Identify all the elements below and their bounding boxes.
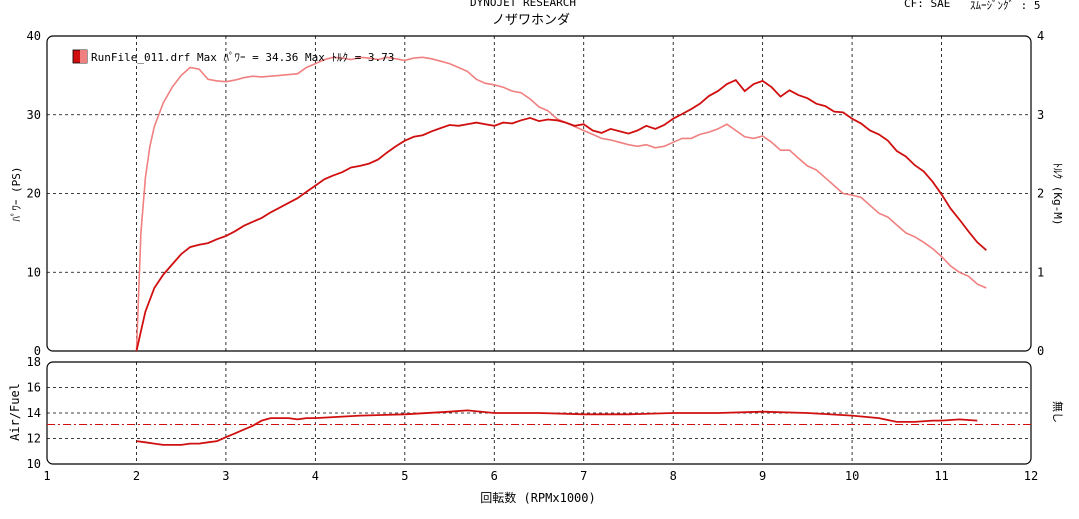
rpm-axis-label: 回転数 (RPMx1000) (480, 490, 595, 505)
afr-axis-label: Air/Fuel (8, 383, 22, 441)
afr-axis-ticks: 10 12 14 16 18 (27, 355, 41, 471)
dyno-brand-title: DYNOJET RESEARCH (470, 0, 576, 9)
afr-tick-label: 14 (27, 406, 41, 420)
rpm-tick-label: 12 (1024, 469, 1038, 483)
afr-plot-frame (46, 361, 1032, 465)
power-tick-label: 20 (27, 187, 41, 201)
legend-swatch-torque (80, 50, 87, 63)
torque-series-line (135, 56, 987, 352)
shop-name: ノザワホンダ (492, 13, 571, 28)
rpm-tick-label: 4 (312, 469, 319, 483)
torque-tick-label: 1 (1037, 265, 1044, 279)
afr-tick-label: 10 (27, 457, 41, 471)
torque-tick-label: 2 (1037, 187, 1044, 201)
torque-axis-ticks: 0 1 2 3 4 (1037, 29, 1044, 358)
rpm-tick-label: 1 (43, 469, 50, 483)
rpm-axis-ticks: 1 2 3 4 5 6 7 8 9 10 11 12 (43, 469, 1038, 483)
rpm-tick-label: 11 (934, 469, 948, 483)
rpm-tick-label: 8 (670, 469, 677, 483)
power-tick-label: 40 (27, 29, 41, 43)
afr-tick-label: 16 (27, 381, 41, 395)
rpm-tick-label: 7 (580, 469, 587, 483)
rpm-tick-label: 9 (759, 469, 766, 483)
rpm-tick-label: 6 (491, 469, 498, 483)
torque-tick-label: 3 (1037, 108, 1044, 122)
power-axis-ticks: 0 10 20 30 40 (27, 29, 41, 358)
correction-factor: CF: SAE (904, 0, 951, 10)
power-tick-label: 30 (27, 108, 41, 122)
afr-series-line (136, 409, 978, 446)
torque-tick-label: 4 (1037, 29, 1044, 43)
afr-tick-label: 12 (27, 432, 41, 446)
torque-tick-label: 0 (1037, 344, 1044, 358)
smoothing-setting: ｽﾑｰｼﾞﾝｸﾞ : 5 (970, 0, 1041, 12)
power-axis-label: ﾊﾟﾜｰ (PS) (10, 166, 23, 221)
rpm-tick-label: 2 (133, 469, 140, 483)
power-tick-label: 10 (27, 265, 41, 279)
afr-secondary-label: 無し (1051, 401, 1065, 423)
rpm-tick-label: 3 (222, 469, 229, 483)
main-gridlines (47, 36, 1031, 351)
legend-label: RunFile_011.drf Max ﾊﾟﾜｰ = 34.36 Max ﾄﾙｸ… (91, 51, 394, 64)
torque-axis-label: ﾄﾙｸ (Kg-M) (1051, 163, 1064, 226)
rpm-tick-label: 10 (845, 469, 859, 483)
main-plot-frame (46, 35, 1032, 352)
afr-tick-label: 18 (27, 355, 41, 369)
rpm-tick-label: 5 (401, 469, 408, 483)
power-tick-label: 0 (34, 344, 41, 358)
power-series-line (135, 79, 987, 352)
